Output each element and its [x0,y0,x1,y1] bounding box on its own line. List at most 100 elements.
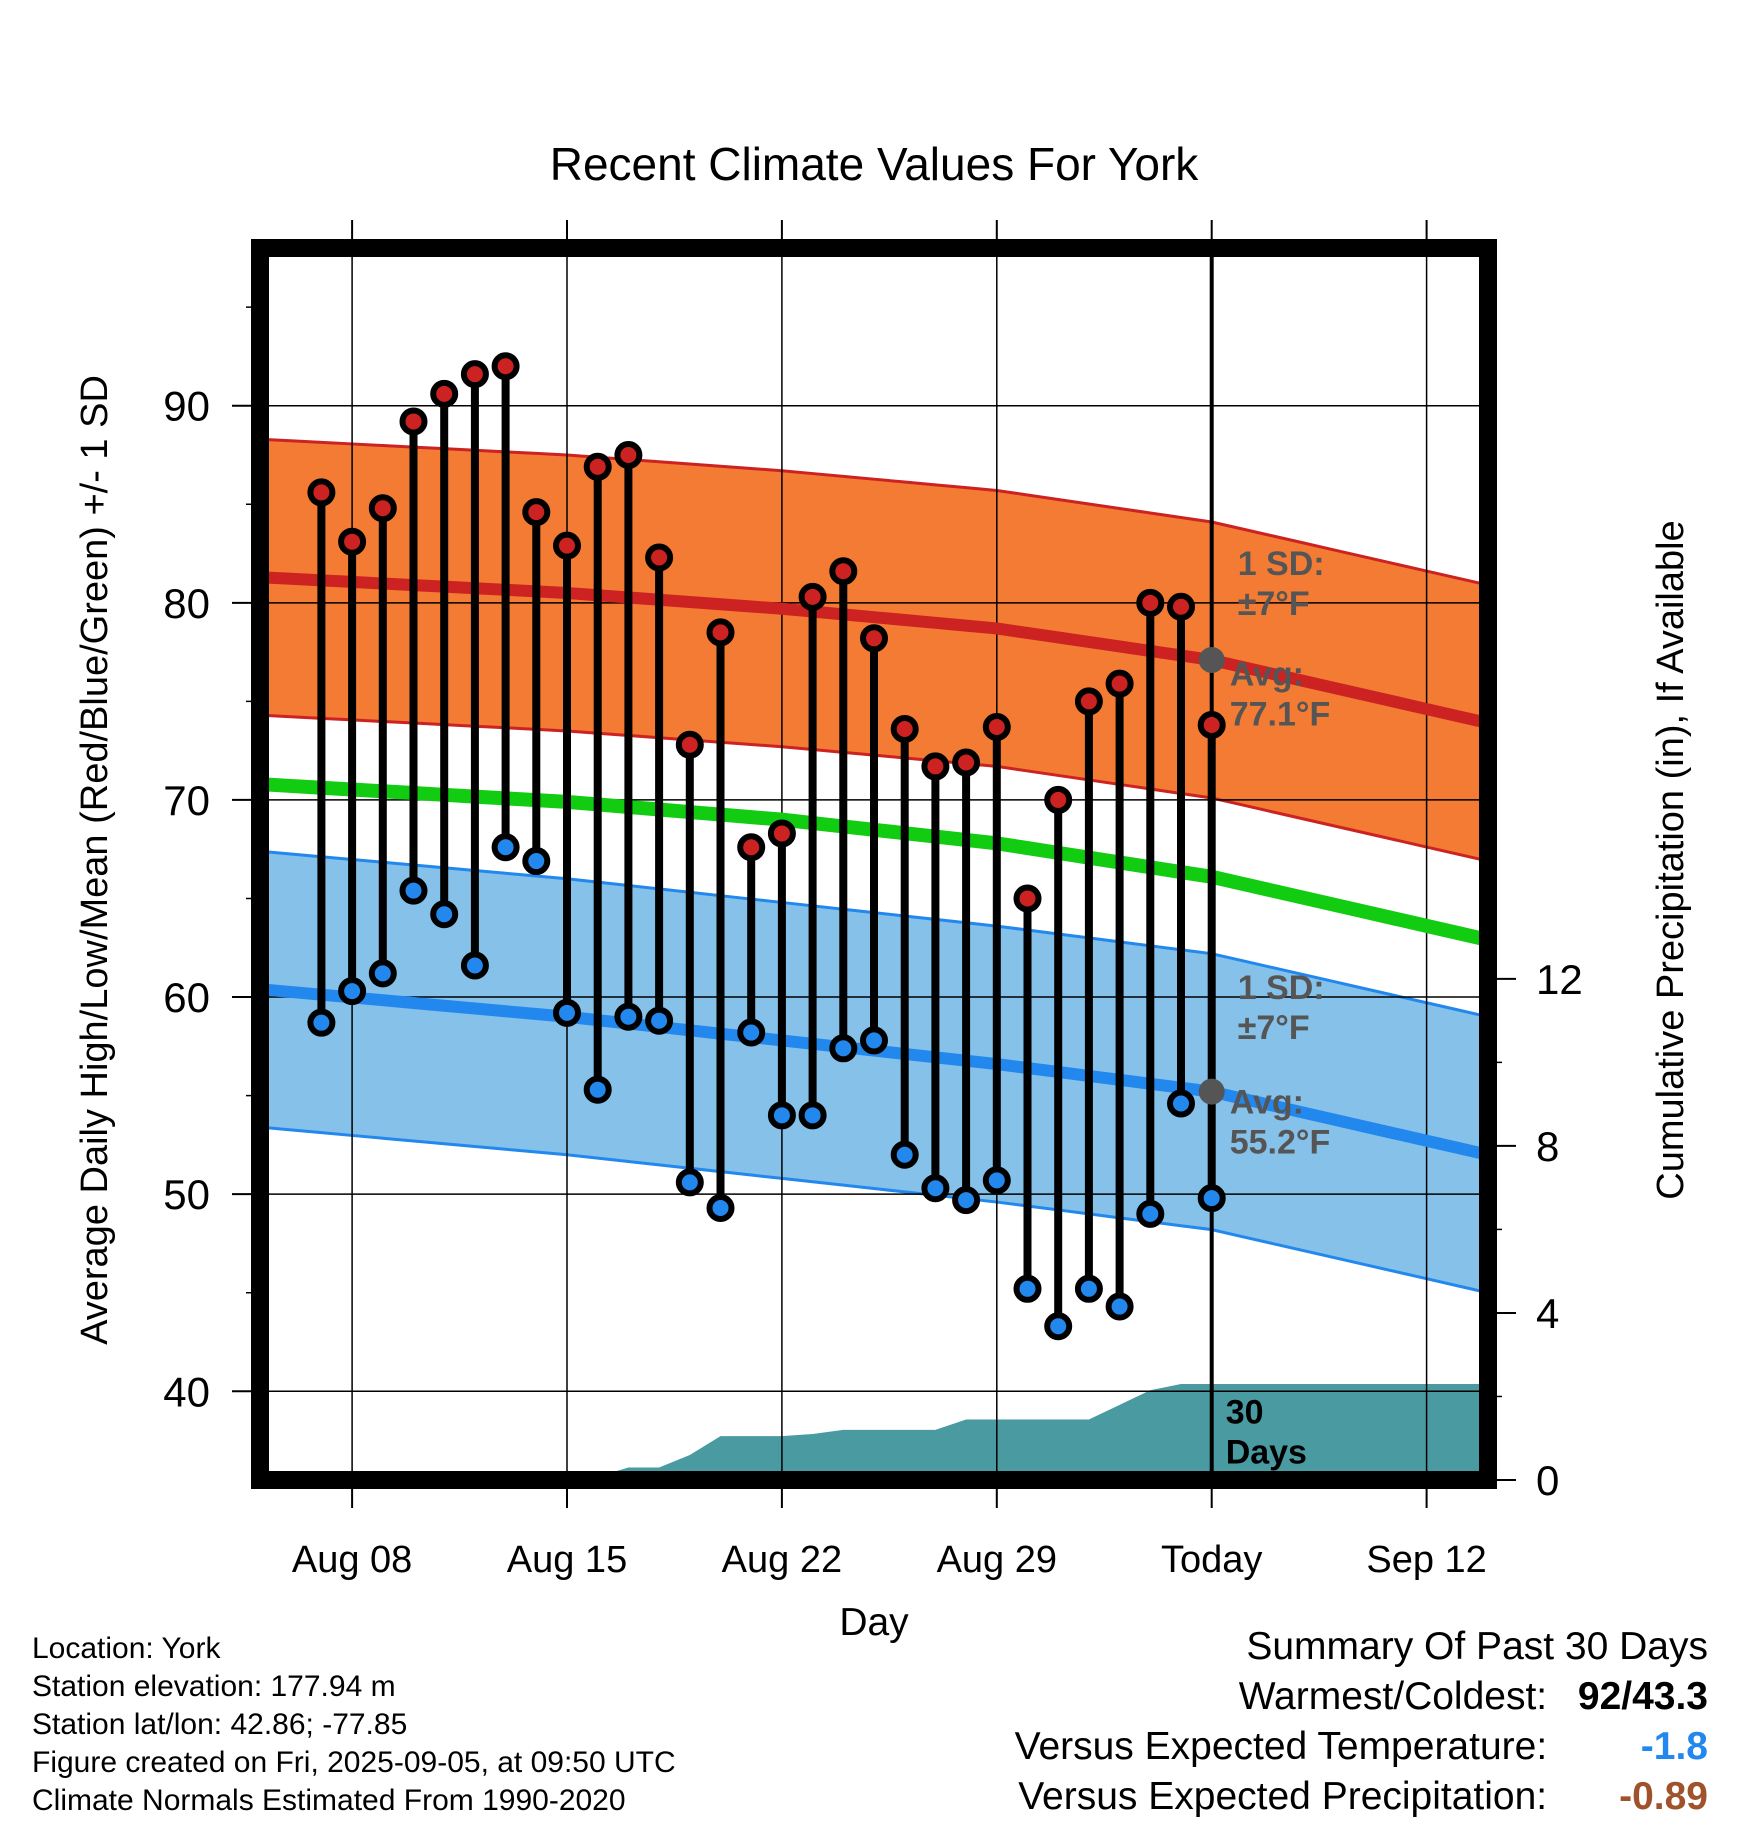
summary-warmest-row: Warmest/Coldest: 92/43.3 [1239,1675,1708,1719]
normal-high-sd-upper [260,437,1488,587]
high-avg-annotation: Avg: 77.1°F [1230,656,1331,734]
summary-precip-label: Versus Expected Precipitation: [1018,1775,1548,1818]
y2-tick-label: 4 [1536,1290,1559,1337]
daily-low-point [1197,1184,1226,1213]
high-avg-annotation-line: Avg: [1230,656,1304,694]
y2-tick-label: 12 [1536,956,1583,1003]
low-sd-annotation-line: ±7°F [1238,1009,1310,1047]
daily-high-point [829,557,858,586]
x-tick-label: Today [1161,1539,1262,1581]
daily-high-point [1074,687,1103,716]
daily-low-point [767,1101,796,1130]
station-info: Location: York Station elevation: 177.94… [32,1630,676,1820]
y-tick-label: 90 [163,383,210,430]
daily-high-point [890,714,919,743]
daily-low-point [1105,1292,1134,1321]
x-axis-label: Day [839,1601,909,1644]
daily-low-point [1044,1312,1073,1341]
daily-low-point [921,1174,950,1203]
daily-high-point [767,819,796,848]
y2-tick-label: 0 [1536,1457,1559,1504]
daily-high-point [553,531,581,560]
x-tick-label: Aug 15 [507,1539,627,1581]
daily-high-point [430,379,459,408]
daily-high-point [583,452,612,481]
daily-low-point [798,1101,827,1130]
daily-low-point [1074,1274,1103,1303]
today-normal-high-marker [1198,646,1225,673]
info-location: Location: York [32,1632,221,1665]
low-sd-annotation: 1 SD: ±7°F [1238,969,1325,1047]
daily-high-point [860,624,888,653]
high-avg-annotation-line: 77.1°F [1230,696,1331,734]
x-tick-label: Aug 22 [722,1539,842,1581]
summary-precip-value: -0.89 [1619,1775,1708,1818]
chart-title: Recent Climate Values For York [550,138,1200,190]
daily-low-point [491,833,520,862]
daily-high-point [737,833,766,862]
daily-low-point [399,876,428,905]
daily-low-point [583,1075,612,1104]
daily-high-point [1105,669,1134,698]
daily-low-point [675,1168,704,1197]
daily-high-point [1136,588,1165,617]
daily-low-point [706,1193,735,1222]
y2-axis-label: Cumulative Precipitation (in), If Availa… [1650,520,1692,1199]
daily-high-point [1044,785,1073,814]
daily-low-point [553,998,581,1027]
normal-low-sd-lower [260,1125,1488,1295]
daily-low-point [737,1018,766,1047]
y-tick-label: 40 [163,1368,210,1415]
daily-low-point [522,847,551,876]
daily-low-point [338,977,367,1006]
precip-days-annotation-line: Days [1226,1434,1307,1472]
low-avg-annotation: Avg: 55.2°F [1230,1083,1331,1161]
daily-low-point [860,1026,888,1055]
daily-high-point [614,440,643,469]
daily-high-point [307,478,336,507]
daily-low-point [1136,1199,1165,1228]
today-normal-low-marker [1198,1078,1225,1105]
summary-title: Summary Of Past 30 Days [1246,1625,1708,1668]
daily-high-point [368,494,397,523]
high-sd-annotation: 1 SD: ±7°F [1238,545,1325,623]
info-latlon: Station lat/lon: 42.86; -77.85 [32,1708,408,1741]
daily-low-point [430,900,459,929]
low-avg-annotation-line: 55.2°F [1230,1123,1331,1161]
normal-high-line [260,571,1488,729]
daily-high-point [1197,711,1226,740]
high-sd-annotation-line: 1 SD: [1238,545,1325,583]
daily-high-point [921,752,950,781]
daily-high-point [522,498,551,527]
y-axis-label: Average Daily High/Low/Mean (Red/Blue/Gr… [74,375,116,1345]
daily-low-point [982,1166,1011,1195]
daily-high-point [706,618,735,647]
daily-low-point [1013,1274,1042,1303]
daily-high-point [460,360,489,389]
x-tick-label: Aug 29 [937,1539,1057,1581]
daily-high-point [952,748,981,777]
summary-warmest-value: 92/43.3 [1577,1675,1708,1718]
daily-high-point [399,407,428,436]
low-sd-annotation-line: 1 SD: [1238,969,1325,1007]
info-normals: Climate Normals Estimated From 1990-2020 [32,1784,626,1817]
y-tick-label: 80 [163,580,210,627]
daily-low-point [952,1186,981,1215]
summary-warmest-label: Warmest/Coldest: [1238,1675,1548,1718]
info-elevation: Station elevation: 177.94 m [32,1670,396,1703]
precip-days-annotation-line: 30 [1226,1394,1264,1432]
daily-low-point [368,959,397,988]
daily-low-point [614,1002,643,1031]
precip-days-annotation: 30 Days [1226,1394,1307,1472]
daily-high-point [1013,884,1042,913]
daily-high-point [982,713,1011,742]
daily-high-point [798,582,827,611]
summary-temp-value: -1.8 [1640,1725,1708,1768]
summary-temp-label: Versus Expected Temperature: [1014,1725,1548,1768]
daily-high-point [491,352,520,381]
y-tick-label: 60 [163,974,210,1021]
info-created: Figure created on Fri, 2025-09-05, at 09… [32,1746,676,1779]
daily-high-point [645,543,674,572]
daily-low-point [1167,1089,1195,1118]
